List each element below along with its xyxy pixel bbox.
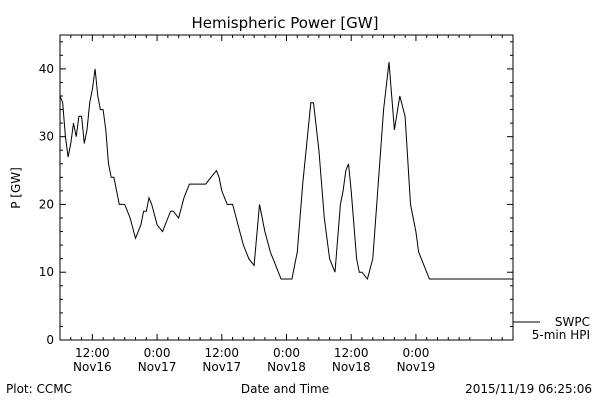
legend-label-line2: 5-min HPI [532, 328, 590, 342]
x-tick-time-label: 0:00 [144, 346, 171, 360]
x-axis: 12:00Nov160:00Nov1712:00Nov170:00Nov1812… [59, 35, 514, 374]
x-tick-date-label: Nov18 [267, 360, 306, 374]
plot-border [59, 34, 514, 341]
x-axis-label: Date and Time [241, 382, 329, 396]
series-line-hpi [59, 62, 513, 281]
y-axis-label: P [GW] [9, 167, 23, 209]
y-tick-label: 10 [39, 265, 54, 279]
x-tick-time-label: 12:00 [204, 346, 239, 360]
x-tick-date-label: Nov18 [332, 360, 371, 374]
x-tick-date-label: Nov17 [138, 360, 177, 374]
y-axis: 0 10 20 30 40 [39, 41, 513, 347]
chart-title: Hemispheric Power [GW] [192, 14, 379, 32]
footer-timestamp: 2015/11/19 06:25:06 [465, 382, 592, 396]
series-layer [59, 62, 513, 281]
x-tick-time-label: 0:00 [402, 346, 429, 360]
x-tick-date-label: Nov17 [202, 360, 241, 374]
footer-credit: Plot: CCMC [6, 382, 72, 396]
y-tick-label: 0 [46, 333, 54, 347]
legend-label-line1: SWPC [555, 315, 590, 329]
plot-frame [59, 34, 514, 341]
legend: SWPC 5-min HPI [513, 315, 590, 342]
x-tick-date-label: Nov19 [397, 360, 436, 374]
y-tick-label: 30 [39, 130, 54, 144]
x-tick-time-label: 0:00 [273, 346, 300, 360]
y-tick-label: 20 [39, 197, 54, 211]
x-tick-date-label: Nov16 [73, 360, 112, 374]
x-tick-time-label: 12:00 [75, 346, 110, 360]
x-tick-time-label: 12:00 [334, 346, 369, 360]
y-tick-label: 40 [39, 62, 54, 76]
